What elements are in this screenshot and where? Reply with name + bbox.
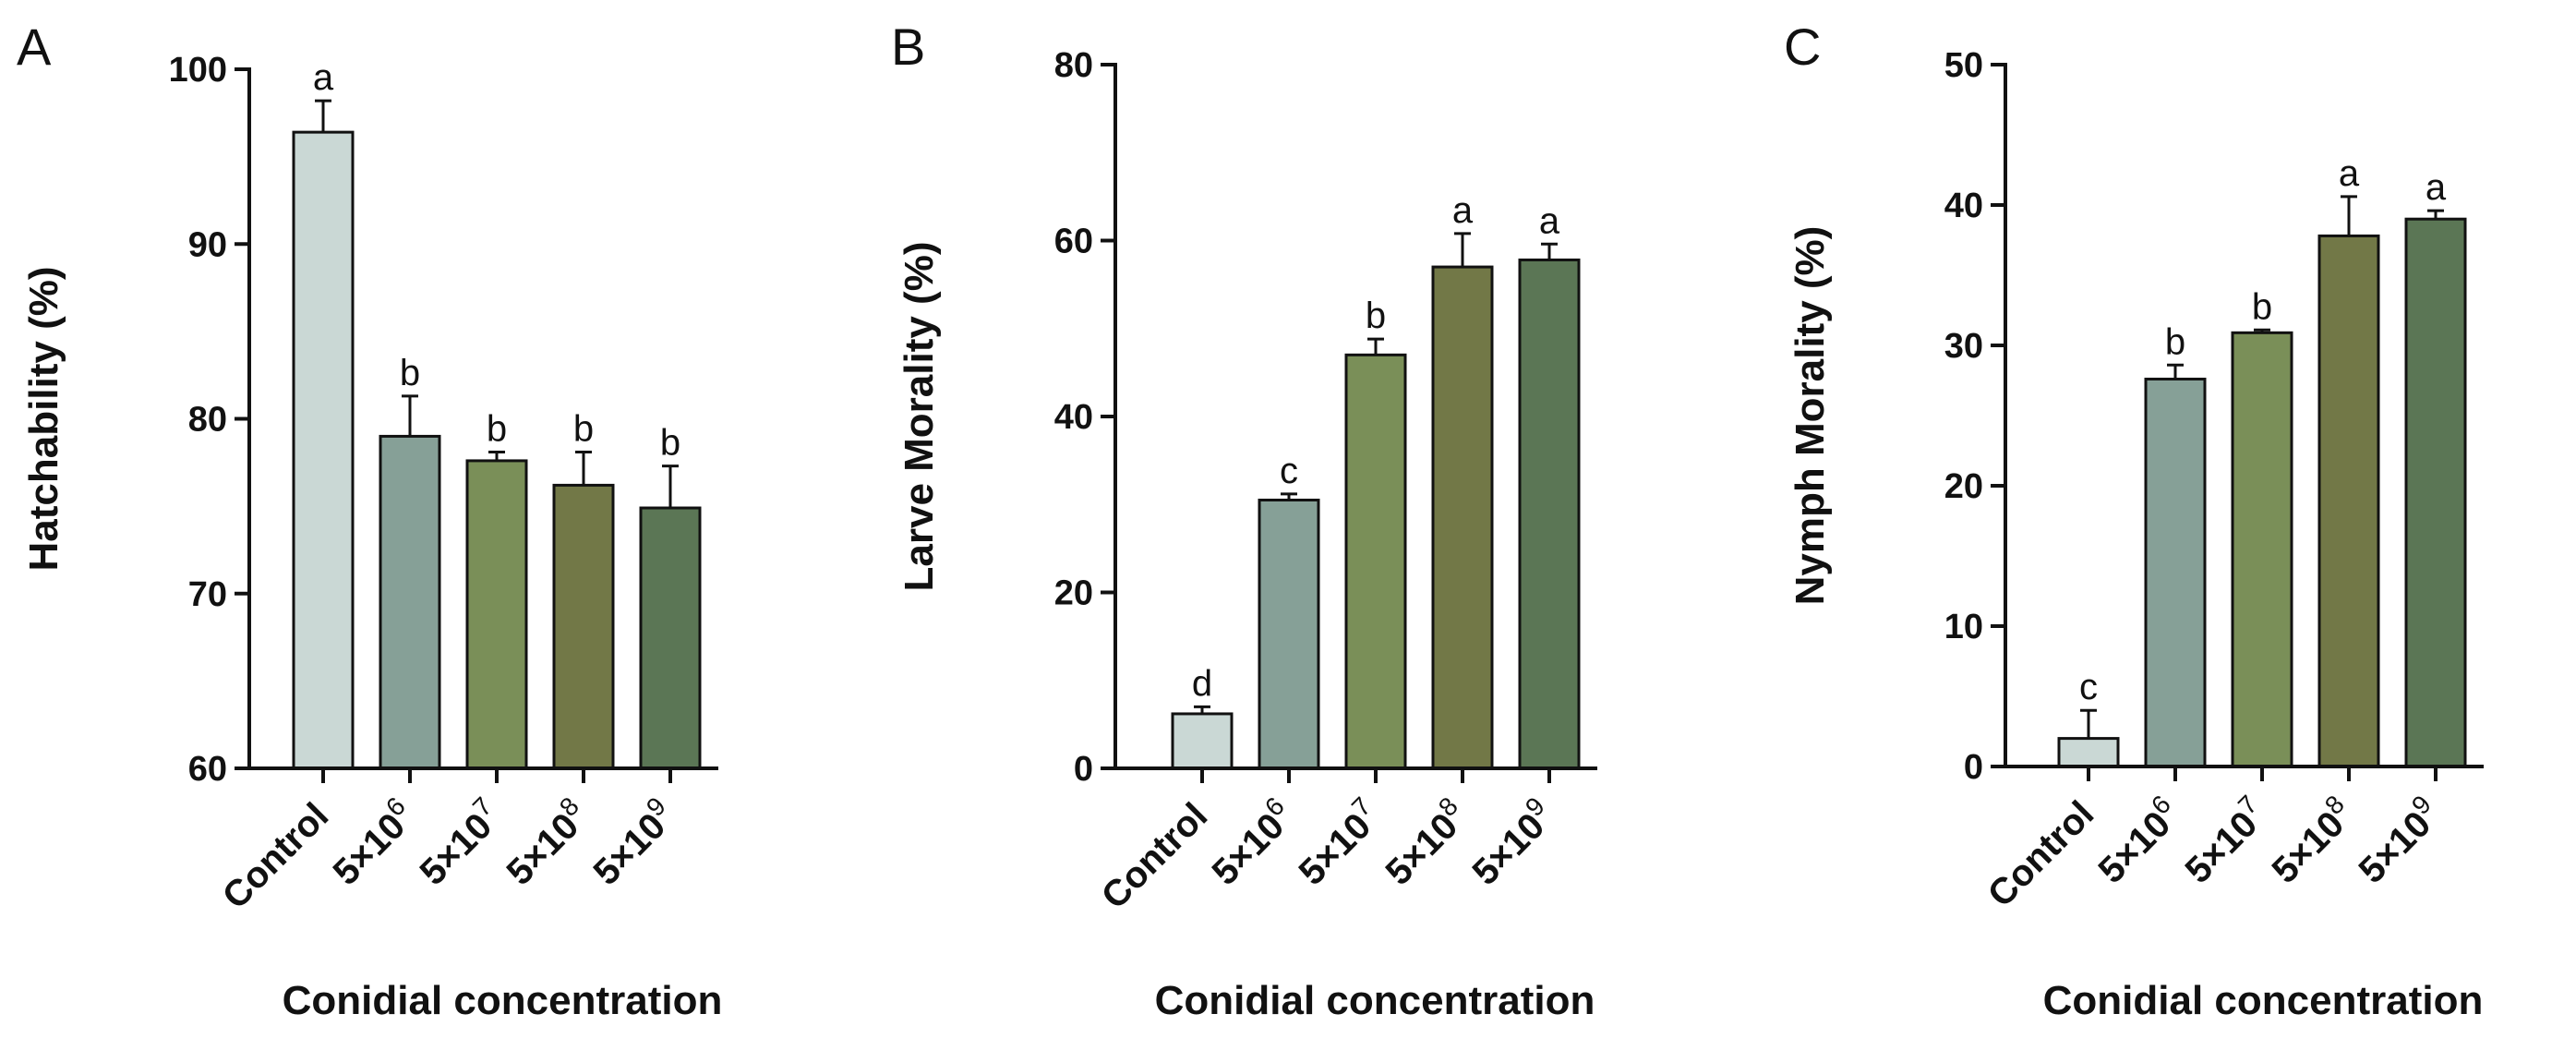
y-tick-label: 80 [1054,46,1093,85]
y-tick-label: 90 [188,225,227,264]
y-tick-label: 40 [1054,398,1093,437]
bar [2231,331,2293,768]
significance-letter: b [2165,321,2185,362]
y-tick-label: 0 [1964,748,1983,787]
significance-letter: b [573,408,594,449]
bar [1171,712,1234,770]
bar [2404,217,2467,768]
y-tick-label: 80 [188,401,227,440]
x-tick-label: 5×109 [582,791,683,893]
y-axis-title: Larve Morality (%) [897,242,942,592]
significance-letter: c [2079,667,2098,707]
y-tick-label: 40 [1944,187,1983,225]
bar [1518,258,1581,770]
y-tick-label: 0 [1074,750,1093,789]
y-tick-label: 60 [1054,223,1093,261]
significance-letter: a [1539,200,1560,241]
significance-letter: b [660,423,680,464]
x-tick-label: Control [1094,795,1216,917]
significance-letter: b [1366,296,1386,336]
bar [639,506,702,770]
significance-letter: b [2252,286,2272,327]
x-tick-label: 5×106 [321,791,423,893]
x-axis-title: Conidial concentration [283,978,723,1023]
significance-letter: a [1452,190,1474,231]
x-tick-label: 5×107 [1287,791,1389,893]
x-tick-label: 5×106 [2087,790,2188,891]
x-tick-label: 5×108 [495,791,596,893]
significance-letter: a [2426,167,2447,208]
bar [1344,353,1407,770]
x-axis-title: Conidial concentration [1155,978,1595,1023]
significance-letter: a [2339,153,2360,194]
bar [2144,377,2207,768]
y-tick-label: 30 [1944,327,1983,366]
y-tick-label: 70 [188,575,227,614]
x-tick-label: Control [215,795,337,917]
bar [1258,498,1320,770]
bar [465,459,528,770]
panel-label: A [17,18,52,76]
x-tick-label: 5×108 [1374,791,1475,893]
x-tick-label: 5×109 [1461,791,1562,893]
significance-letter: b [487,408,507,449]
panel-label: B [891,18,925,76]
x-tick-label: 5×109 [2347,790,2449,891]
y-tick-label: 20 [1944,467,1983,506]
significance-letter: b [400,353,420,393]
bar [2317,234,2380,768]
bar [1431,265,1494,770]
y-tick-label: 20 [1054,574,1093,613]
x-tick-label: Control [1980,793,2102,915]
significance-letter: c [1280,451,1298,491]
bar [379,434,441,770]
x-tick-label: 5×107 [2173,790,2275,891]
y-tick-label: 50 [1944,46,1983,85]
y-tick-label: 10 [1944,608,1983,646]
y-tick-label: 60 [188,750,227,789]
bar [292,130,355,770]
x-tick-label: 5×108 [2260,790,2362,891]
y-tick-label: 100 [169,51,227,90]
x-axis-title: Conidial concentration [2043,978,2484,1023]
significance-letter: a [313,57,334,98]
y-axis-title: Nymph Morality (%) [1788,226,1833,606]
bar [552,483,615,770]
x-tick-label: 5×106 [1200,791,1302,893]
bar [2057,737,2120,768]
significance-letter: d [1192,663,1212,704]
x-tick-label: 5×107 [408,791,510,893]
panel-label: C [1784,18,1821,76]
y-axis-title: Hatchability (%) [21,266,66,571]
